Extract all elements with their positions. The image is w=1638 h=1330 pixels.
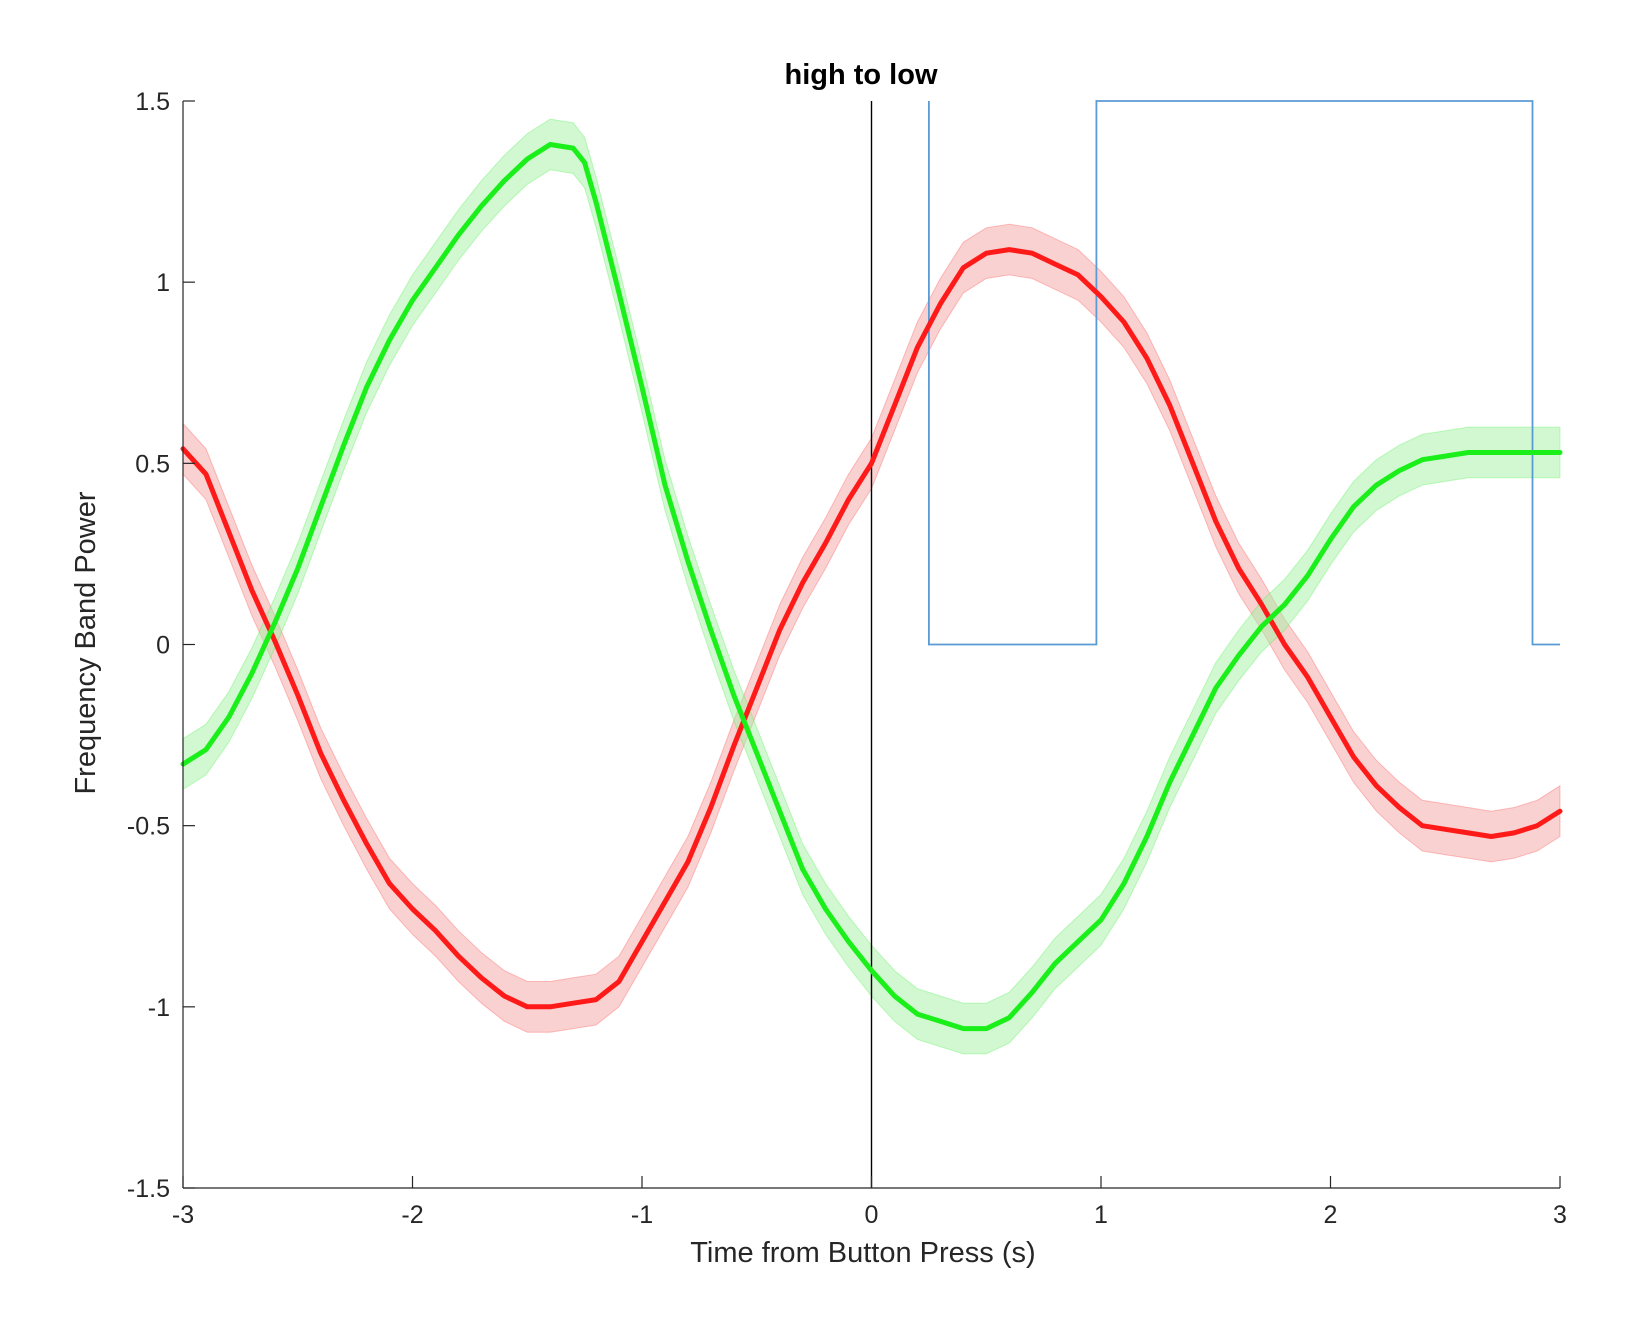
x-tick-label: 2 bbox=[1324, 1201, 1338, 1229]
x-tick-label: -3 bbox=[172, 1201, 194, 1229]
y-tick-label: 0 bbox=[156, 632, 170, 660]
x-axis-label: Time from Button Press (s) bbox=[690, 1237, 1035, 1269]
series-2-error-band bbox=[182, 118, 1561, 1055]
series-2-line bbox=[180, 142, 1563, 1032]
x-tick-label: -1 bbox=[631, 1201, 653, 1229]
y-tick-label: -1.5 bbox=[127, 1175, 170, 1203]
y-tick-label: -1 bbox=[148, 994, 170, 1022]
axes: -3 -2 -1 0 1 2 3 -1.5 -1 -0.5 0 0.5 1 1.5 bbox=[127, 88, 1567, 1229]
plot-area bbox=[180, 100, 1563, 1188]
series-1-line bbox=[180, 247, 1563, 1010]
x-tick-label: 0 bbox=[865, 1201, 879, 1229]
y-tick-label: 0.5 bbox=[135, 450, 170, 478]
y-tick-label: 1 bbox=[156, 269, 170, 297]
y-tick-label: 1.5 bbox=[135, 88, 170, 116]
chart-title: high to low bbox=[784, 59, 937, 91]
x-tick-label: -2 bbox=[401, 1201, 423, 1229]
y-tick-label: -0.5 bbox=[127, 813, 170, 841]
x-tick-label: 3 bbox=[1553, 1201, 1567, 1229]
y-axis-label: Frequency Band Power bbox=[70, 491, 102, 794]
x-tick-label: 1 bbox=[1094, 1201, 1108, 1229]
step-signal-line bbox=[928, 100, 1560, 646]
